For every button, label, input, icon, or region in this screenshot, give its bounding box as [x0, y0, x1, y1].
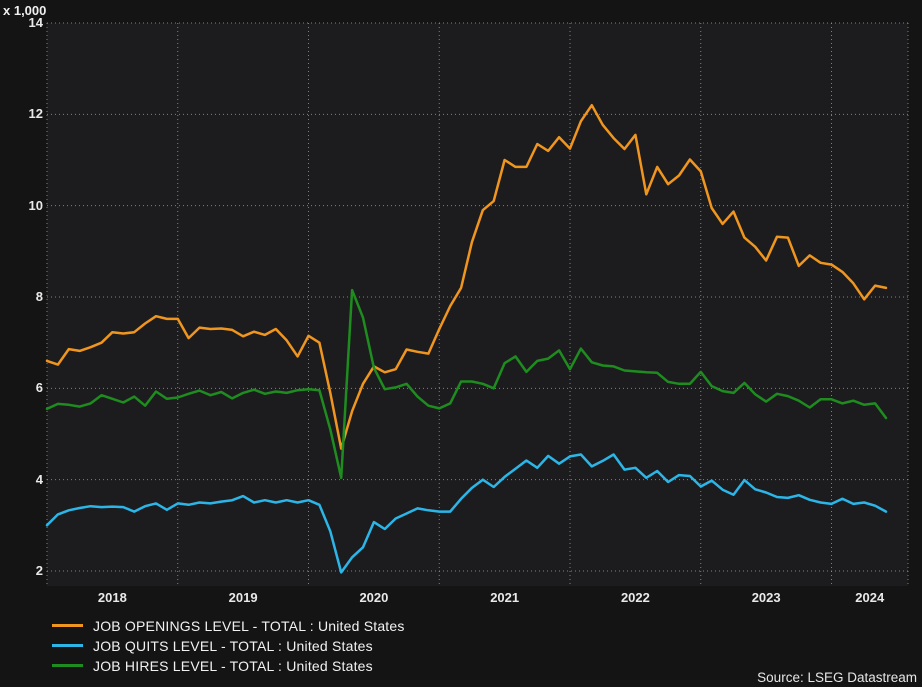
x-tick-label-2023: 2023 [751, 590, 781, 605]
legend-label-openings: JOB OPENINGS LEVEL - TOTAL : United Stat… [93, 617, 405, 634]
x-tick-label-2024: 2024 [855, 590, 885, 605]
y-tick-label-8: 8 [35, 289, 43, 304]
openings-line-swatch [52, 624, 83, 627]
y-tick-label-12: 12 [28, 106, 43, 122]
source-label: Source: LSEG Datastream [757, 670, 917, 685]
series-line-1 [45, 453, 888, 574]
y-tick-label-14: 14 [28, 15, 43, 30]
legend-label-hires: JOB HIRES LEVEL - TOTAL : United States [93, 657, 373, 674]
x-tick-label-2018: 2018 [97, 590, 127, 605]
y-tick-label-10: 10 [28, 197, 43, 213]
x-tick-label-2022: 2022 [620, 590, 650, 605]
x-tick-label-2019: 2019 [228, 590, 258, 605]
legend-item-openings: JOB OPENINGS LEVEL - TOTAL : United Stat… [52, 617, 405, 634]
y-tick-label-2: 2 [35, 563, 43, 578]
series-line-2 [45, 288, 888, 480]
legend-item-hires: JOB HIRES LEVEL - TOTAL : United States [52, 657, 405, 674]
legend-label-quits: JOB QUITS LEVEL - TOTAL : United States [93, 637, 373, 654]
legend: JOB OPENINGS LEVEL - TOTAL : United Stat… [52, 618, 405, 678]
y-tick-label-4: 4 [35, 471, 43, 487]
x-tick-label-2021: 2021 [490, 590, 520, 605]
hires-line-swatch [52, 664, 83, 667]
legend-item-quits: JOB QUITS LEVEL - TOTAL : United States [52, 637, 405, 654]
series-line-0 [45, 103, 888, 450]
x-tick-label-2020: 2020 [359, 590, 389, 605]
y-axis-unit-label: x 1,000 [3, 3, 47, 18]
plot-background [47, 23, 908, 586]
y-tick-label-6: 6 [35, 380, 43, 396]
quits-line-swatch [52, 644, 83, 647]
